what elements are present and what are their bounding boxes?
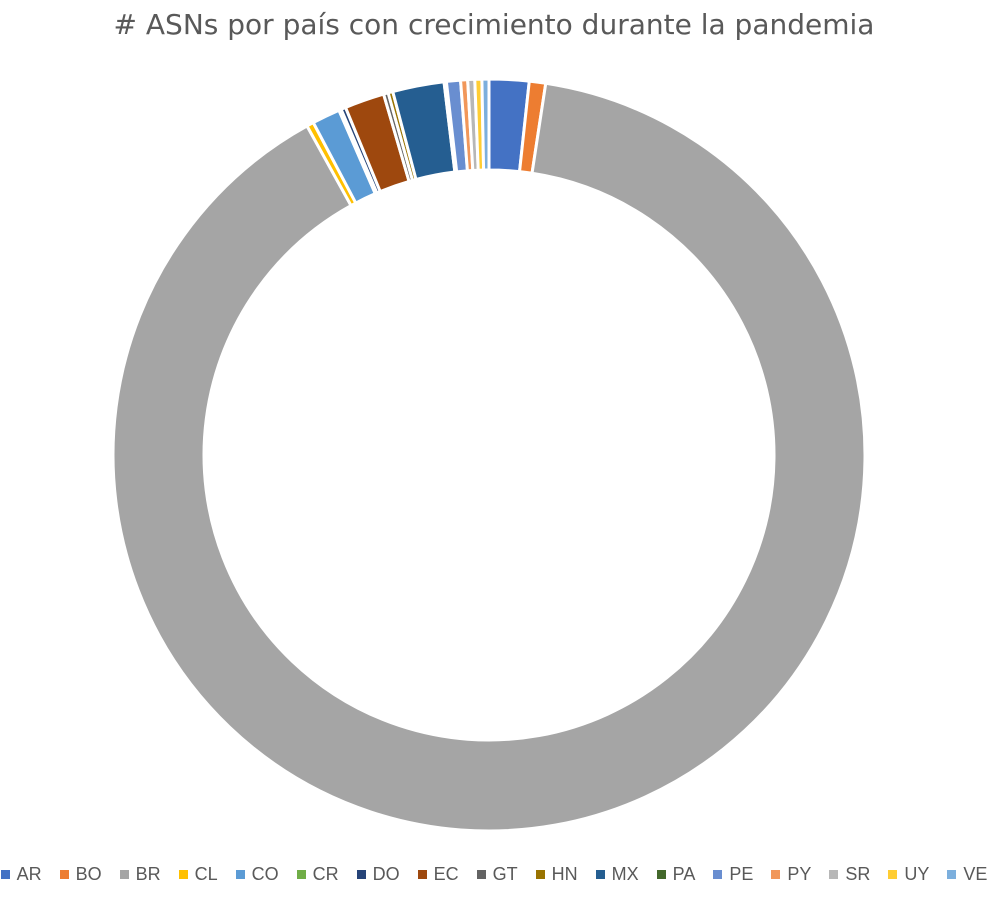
chart-legend: AR BO BR CL CO CR DO EC GT HN MX PA PE PY SR UY VE (0, 864, 988, 885)
legend-item-br: BR (119, 864, 161, 885)
donut-slice-br (111, 81, 867, 833)
legend-item-py: PY (771, 864, 811, 885)
legend-item-cr: CR (296, 864, 339, 885)
legend-label: DO (372, 864, 400, 884)
legend-swatch (235, 870, 245, 879)
legend-swatch (417, 870, 427, 879)
legend-item-co: CO (235, 864, 279, 885)
legend-swatch (476, 870, 486, 879)
legend-item-cl: CL (178, 864, 218, 885)
legend-label: PE (729, 864, 754, 884)
legend-label: PY (787, 864, 812, 884)
legend-item-mx: MX (595, 864, 639, 885)
legend-label: MX (611, 864, 639, 884)
legend-label: BR (135, 864, 161, 884)
chart-title: # ASNs por país con crecimiento durante … (113, 8, 875, 41)
donut-slice-ve (480, 77, 491, 172)
legend-label: CL (194, 864, 218, 884)
legend-item-uy: UY (888, 864, 929, 885)
legend-label: UY (904, 864, 930, 884)
legend-label: HN (551, 864, 578, 884)
legend-swatch (59, 870, 69, 879)
legend-item-gt: GT (476, 864, 518, 885)
donut-chart (111, 77, 867, 833)
legend-swatch (829, 870, 839, 879)
legend-swatch (0, 870, 10, 879)
legend-swatch (119, 870, 129, 879)
legend-swatch (947, 870, 957, 879)
legend-label: PA (672, 864, 696, 884)
legend-label: SR (845, 864, 871, 884)
legend-item-ve: VE (947, 864, 987, 885)
legend-label: GT (492, 864, 518, 884)
legend-item-ec: EC (417, 864, 459, 885)
legend-swatch (771, 870, 781, 879)
legend-swatch (656, 870, 666, 879)
legend-label: BO (75, 864, 102, 884)
legend-swatch (535, 870, 545, 879)
legend-swatch (178, 870, 188, 879)
legend-swatch (595, 870, 605, 879)
legend-swatch (888, 870, 898, 879)
legend-label: CR (312, 864, 339, 884)
legend-label: AR (16, 864, 42, 884)
legend-item-do: DO (356, 864, 400, 885)
legend-label: CO (251, 864, 279, 884)
legend-item-pa: PA (656, 864, 696, 885)
legend-item-hn: HN (535, 864, 578, 885)
legend-label: VE (963, 864, 988, 884)
legend-item-pe: PE (713, 864, 753, 885)
legend-item-bo: BO (59, 864, 102, 885)
legend-swatch (713, 870, 723, 879)
legend-item-sr: SR (829, 864, 870, 885)
legend-item-ar: AR (0, 864, 42, 885)
legend-swatch (356, 870, 366, 879)
legend-label: EC (433, 864, 459, 884)
legend-swatch (296, 870, 306, 879)
